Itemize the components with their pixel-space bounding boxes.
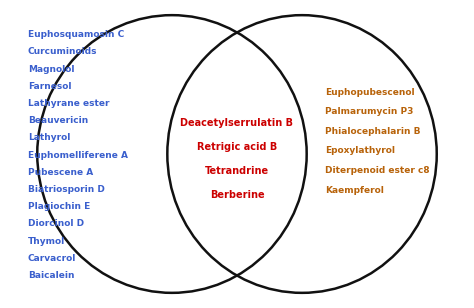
Text: Beauvericin: Beauvericin [28, 116, 88, 125]
Text: Retrigic acid B: Retrigic acid B [197, 142, 277, 152]
Text: Palmarumycin P3: Palmarumycin P3 [325, 107, 414, 116]
Text: Curcuminoids: Curcuminoids [28, 47, 98, 56]
Text: Diorcinol D: Diorcinol D [28, 220, 84, 229]
Text: Kaempferol: Kaempferol [325, 186, 384, 195]
Text: Phialocephalarin B: Phialocephalarin B [325, 127, 421, 136]
Text: Thymol: Thymol [28, 237, 65, 246]
Text: Berberine: Berberine [210, 190, 264, 200]
Text: Carvacrol: Carvacrol [28, 254, 76, 263]
Text: Magnolol: Magnolol [28, 65, 74, 74]
Text: Diterpenoid ester c8: Diterpenoid ester c8 [325, 166, 430, 175]
Text: Lathyrane ester: Lathyrane ester [28, 99, 109, 108]
Text: Plagiochin E: Plagiochin E [28, 202, 90, 211]
Text: Deacetylserrulatin B: Deacetylserrulatin B [181, 118, 293, 128]
Text: Tetrandrine: Tetrandrine [205, 166, 269, 176]
Text: Euphopubescenol: Euphopubescenol [325, 87, 415, 97]
Text: Baicalein: Baicalein [28, 271, 74, 280]
Text: Farnesol: Farnesol [28, 82, 72, 91]
Text: Pubescene A: Pubescene A [28, 168, 93, 177]
Text: Epoxylathyrol: Epoxylathyrol [325, 147, 395, 156]
Text: Biatriosporin D: Biatriosporin D [28, 185, 105, 194]
Text: Euphosquamosin C: Euphosquamosin C [28, 30, 124, 39]
Text: Euphomelliferene A: Euphomelliferene A [28, 151, 128, 160]
Text: Lathyrol: Lathyrol [28, 133, 70, 143]
